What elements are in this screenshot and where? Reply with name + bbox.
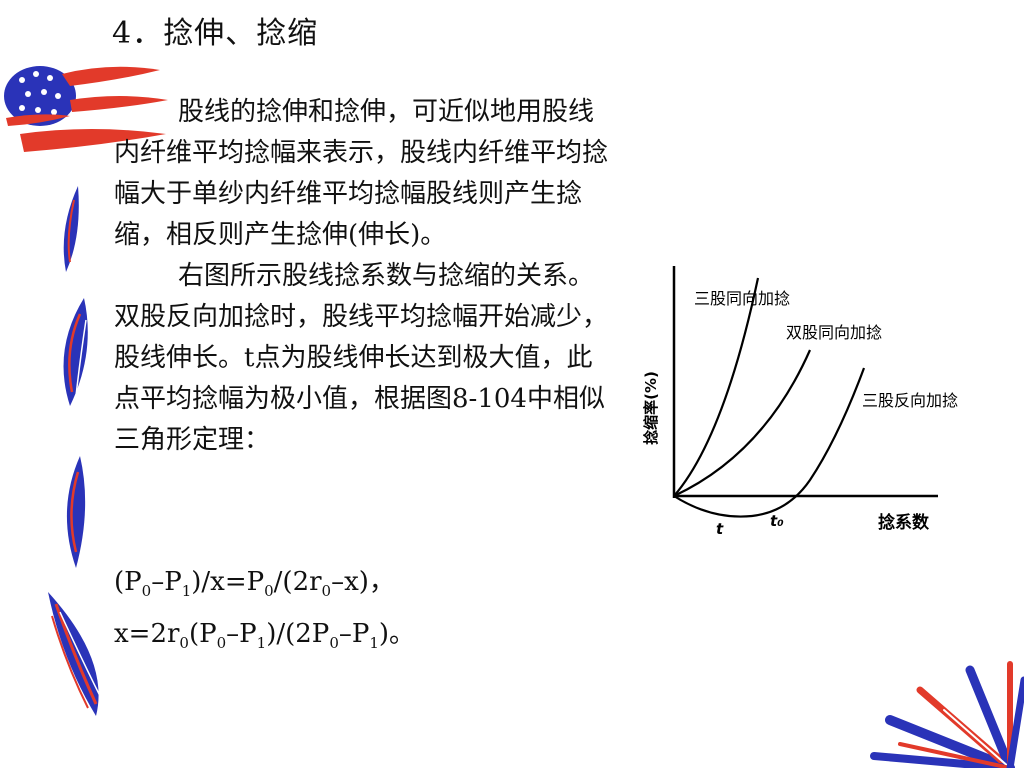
flag-stars	[19, 71, 61, 115]
flag-stripe	[20, 129, 166, 152]
y-axis-label: 捻缩率(%)	[642, 371, 660, 445]
series-line-three-ply-reverse	[673, 367, 866, 518]
flag-stripe	[6, 114, 70, 126]
feather	[66, 456, 86, 568]
paragraph-1: 股线的捻伸和捻伸，可近似地用股线内纤维平均捻幅来表示，股线内纤维平均捻幅大于单纱…	[114, 97, 609, 250]
formula-1: (P0–P1)/x=P0/(2r0–x)，	[114, 567, 395, 600]
series-line-two-ply-same	[673, 349, 812, 497]
decorative-firework	[870, 661, 1024, 768]
twist-chart-svg: 捻缩率(%) 三股同向加捻 双股同向加捻 三股反向加捻 t t₀ 捻系数	[642, 266, 958, 538]
flag-stripe	[70, 96, 168, 112]
x-tick-t0: t₀	[770, 512, 784, 530]
feather	[63, 186, 79, 272]
slide-title: 4．捻伸、捻缩	[112, 16, 319, 51]
x-axis-label: 捻系数	[878, 512, 930, 533]
feather	[63, 298, 88, 406]
twist-chart: 捻缩率(%) 三股同向加捻 双股同向加捻 三股反向加捻 t t₀ 捻系数	[632, 258, 972, 548]
series-label-three-ply-same: 三股同向加捻	[694, 289, 790, 308]
series-label-two-ply-same: 双股同向加捻	[786, 323, 882, 342]
body-text: 股线的捻伸和捻伸，可近似地用股线内纤维平均捻幅来表示，股线内纤维平均捻幅大于单纱…	[114, 92, 614, 461]
decorative-flag-feathers	[4, 66, 168, 716]
feather	[48, 592, 103, 716]
series-label-three-ply-reverse: 三股反向加捻	[862, 391, 958, 410]
x-tick-t: t	[716, 520, 724, 538]
flag-stripe	[62, 66, 160, 86]
series-line-three-ply-same	[673, 277, 760, 497]
paragraph-2: 右图所示股线捻系数与捻缩的关系。双股反向加捻时，股线平均捻幅开始减少，股线伸长。…	[114, 261, 609, 455]
formula-2: x=2r0(P0–P1)/(2P0–P1)。	[114, 619, 416, 652]
